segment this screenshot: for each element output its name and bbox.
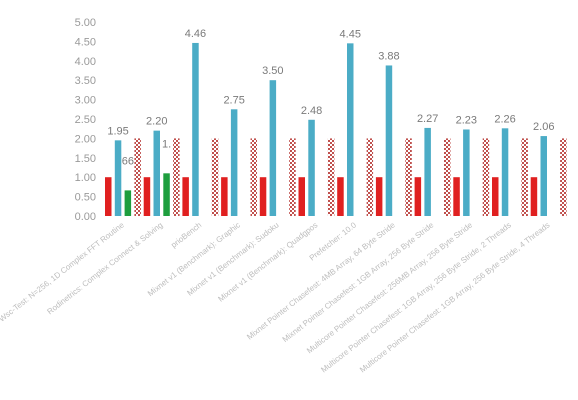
y-tick-label: 4.00 — [75, 56, 96, 68]
bar-series-1 — [540, 136, 547, 216]
bar-series-0 — [143, 177, 151, 216]
data-label: 2.75 — [223, 94, 244, 106]
bar-series-3 — [211, 138, 219, 216]
y-tick-label: 0.00 — [75, 211, 96, 223]
bar-series-0 — [259, 177, 267, 216]
bar-series-1 — [114, 140, 122, 216]
y-tick-label: 1.50 — [75, 153, 96, 165]
bar-series-1 — [192, 42, 199, 217]
bar-series-2 — [124, 190, 132, 216]
bar-series-3 — [173, 138, 180, 216]
y-tick-label: 5.00 — [75, 17, 96, 29]
data-label-partial: 1. — [162, 138, 171, 150]
data-label: 2.20 — [146, 116, 167, 128]
bar-series-3 — [521, 138, 528, 216]
bar-series-3 — [250, 138, 257, 216]
bar-series-0 — [414, 177, 422, 216]
bar-series-3 — [405, 138, 412, 216]
bar-series-0 — [492, 177, 499, 216]
bar-series-0 — [453, 177, 460, 216]
x-tick-label: Multicore Pointer Chasefest: 1GB Array, … — [319, 220, 512, 374]
bar-series-3 — [289, 138, 296, 216]
bar-series-0 — [298, 177, 305, 216]
bar-series-3 — [327, 138, 335, 216]
bar-series-1 — [501, 128, 509, 216]
y-axis: 0.00 0.50 1.00 1.50 2.00 2.50 3.00 3.50 4.00 4.50… — [75, 17, 96, 223]
data-label: 4.46 — [185, 28, 206, 40]
bar-series-1 — [463, 129, 470, 216]
y-tick-label: 1.00 — [75, 172, 96, 184]
bar-series-0 — [182, 177, 189, 216]
data-label: 2.26 — [494, 113, 515, 125]
data-label: 1.95 — [107, 125, 128, 137]
bar-series-3 — [560, 138, 567, 216]
bar-series-0 — [221, 177, 228, 216]
x-tick-label: Multicore Pointer Chasefest: 1GB Array, … — [358, 220, 551, 374]
bar-series-1 — [385, 65, 393, 217]
bar-series-3 — [444, 138, 451, 216]
bar-series-1 — [230, 109, 238, 216]
bar-series-0 — [105, 177, 112, 216]
data-label: 2.27 — [417, 113, 438, 125]
data-label: 4.45 — [340, 28, 361, 40]
y-tick-label: 4.50 — [75, 36, 96, 48]
bar-series-3 — [482, 138, 490, 216]
bar-series-3 — [366, 138, 374, 216]
bar-series-2 — [163, 173, 170, 216]
x-axis: Wsc-Test: N=256, 1D Complex FFT RoutineR… — [0, 220, 552, 374]
data-label: 3.50 — [262, 65, 283, 77]
x-tick-label: prioBench — [169, 220, 203, 249]
bar-series-1 — [153, 130, 160, 216]
y-tick-label: 3.00 — [75, 95, 96, 107]
bar-series-0 — [530, 177, 538, 216]
bar-series-1 — [308, 119, 315, 216]
bar-series-3 — [134, 138, 141, 216]
data-label: 2.48 — [301, 105, 322, 117]
y-tick-label: 2.50 — [75, 114, 96, 126]
bar-series-1 — [269, 80, 277, 216]
y-tick-label: 3.50 — [75, 75, 96, 87]
data-label: 3.88 — [378, 50, 399, 62]
data-labels: 1.95 2.20 4.46 2.75 3.50 2.48 4.45 3.88 2.27 2.23… — [107, 28, 554, 167]
bars — [105, 42, 567, 217]
y-tick-label: 2.00 — [75, 133, 96, 145]
bar-series-0 — [375, 177, 383, 216]
bar-series-1 — [424, 127, 431, 216]
data-label-partial: 66 — [122, 155, 134, 167]
bar-series-1 — [347, 43, 354, 217]
y-tick-label: 0.50 — [75, 192, 96, 204]
data-label: 2.06 — [533, 121, 554, 133]
bar-series-0 — [337, 177, 344, 216]
data-label: 2.23 — [456, 114, 477, 126]
